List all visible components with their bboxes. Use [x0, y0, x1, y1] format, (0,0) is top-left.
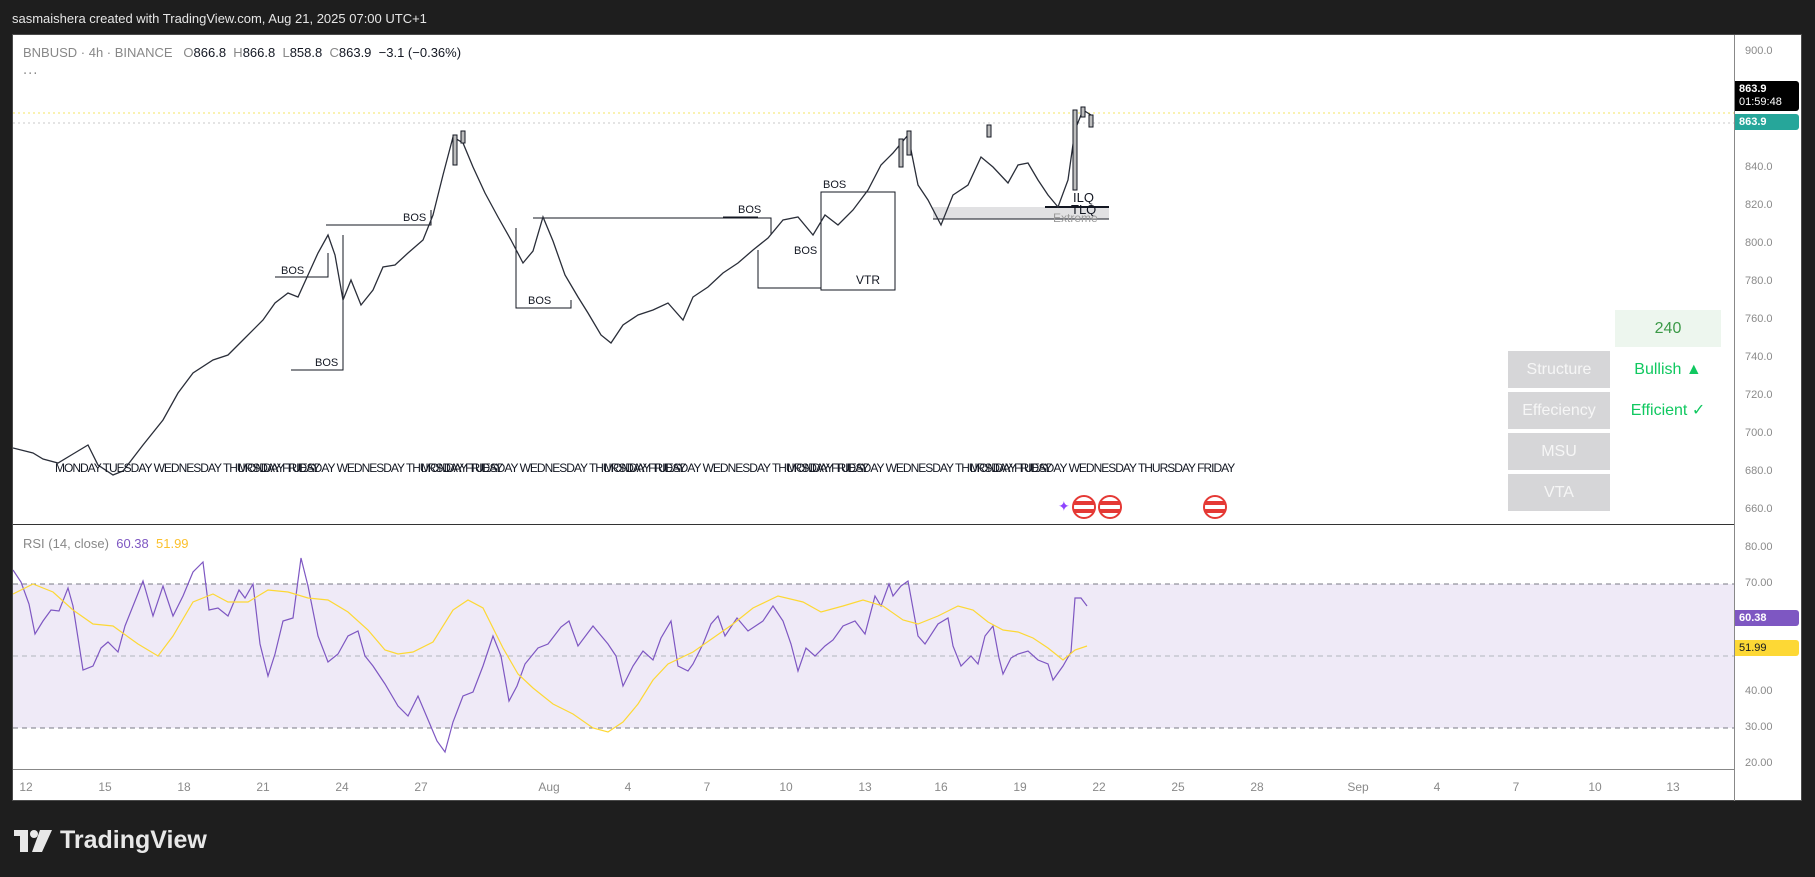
msu-label: MSU [1508, 433, 1610, 470]
tradingview-logo-icon [14, 829, 52, 852]
bos-label: BOS [794, 245, 818, 257]
structure-label: Structure [1508, 351, 1610, 388]
rsi-title[interactable]: RSI (14, close) [23, 536, 109, 551]
price-tick: 780.0 [1745, 275, 1773, 287]
price-tick: 840.0 [1745, 161, 1773, 173]
time-tick: 19 [1013, 780, 1027, 794]
rsi-tick: 30.00 [1745, 721, 1773, 733]
bos-label: BOS [281, 265, 305, 277]
us-flag-icon[interactable] [1071, 495, 1096, 519]
time-tick: 13 [1666, 780, 1680, 794]
tlq-label: TLQ [1071, 202, 1097, 217]
rsi-value: 60.38 [116, 536, 149, 551]
price-tick: 700.0 [1745, 427, 1773, 439]
attribution-text: sasmaishera created with TradingView.com… [12, 11, 427, 26]
time-tick: 27 [414, 780, 428, 794]
weekday-labels: MONDAY TUESDAY WEDNESDAY THURSDAY FRIDAY [970, 461, 1235, 475]
extreme-label: Extreme [1053, 211, 1098, 225]
us-flag-icon[interactable] [1203, 495, 1227, 519]
close-value: 863.9 [338, 45, 372, 60]
rsi-pane[interactable]: RSI (14, close) 60.38 51.99 [13, 526, 1734, 770]
rsi-chart [13, 557, 1734, 754]
ilq-label: ILQ [1073, 190, 1094, 205]
time-tick: 22 [1092, 780, 1106, 794]
weekday-labels: MONDAY TUESDAY WEDNESDAY THURSDAY FRIDAY [787, 461, 1052, 475]
time-tick: 21 [256, 780, 270, 794]
time-tick: 4 [624, 780, 632, 794]
high-value: 866.8 [242, 45, 276, 60]
time-tick: 18 [177, 780, 191, 794]
vtr-label: VTR [856, 273, 880, 287]
rsi-ma-value: 51.99 [156, 536, 189, 551]
rsi-value-badge: 60.38 [1735, 610, 1799, 626]
low-value: 858.8 [289, 45, 323, 60]
time-tick: 10 [1588, 780, 1602, 794]
time-tick: 15 [98, 780, 112, 794]
open-value: 866.8 [193, 45, 227, 60]
structure-value: Bullish ▲ [1634, 361, 1702, 378]
time-tick: Sep [1347, 780, 1369, 794]
attribution-bar: sasmaishera created with TradingView.com… [0, 0, 1815, 34]
more-indicators-button[interactable]: ... [23, 63, 39, 78]
axis-corner [1734, 770, 1802, 801]
event-icons [1203, 495, 1227, 523]
price-tick: 800.0 [1745, 237, 1773, 249]
price-pane[interactable]: BOS BOS BOS BOS BOS BOS BOS VTR ILQ TLQ … [13, 35, 1734, 525]
weekday-labels: MONDAY TUESDAY WEDNESDAY THURSDAY FRIDAY [421, 461, 686, 475]
symbol-legend[interactable]: BNBUSD · 4h · BINANCE O866.8 H866.8 L858… [23, 45, 462, 60]
price-tick: 680.0 [1745, 465, 1773, 477]
efficiency-label: Effeciency [1508, 392, 1610, 429]
rsi-legend[interactable]: RSI (14, close) 60.38 51.99 [23, 536, 189, 551]
rsi-tick: 20.00 [1745, 757, 1773, 769]
change-value: −3.1 (−0.36%) [378, 45, 462, 60]
price-tick: 740.0 [1745, 351, 1773, 363]
price-axis[interactable]: 900.0 840.0 820.0 800.0 780.0 760.0 740.… [1734, 35, 1802, 770]
time-tick: 16 [934, 780, 948, 794]
rsi-tick: 40.00 [1745, 685, 1773, 697]
time-tick: 25 [1171, 780, 1185, 794]
ai-sparkle-icon[interactable]: ✦ [1058, 499, 1070, 515]
bos-label: BOS [403, 212, 427, 224]
time-tick: 7 [1512, 780, 1520, 794]
bos-label: BOS [823, 179, 847, 191]
bos-label: BOS [315, 357, 339, 369]
weekday-labels: MONDAY TUESDAY WEDNESDAY THURSDAY FRIDAY [238, 461, 503, 475]
time-axis[interactable]: 12 15 18 21 24 27 Aug 4 7 10 13 16 19 22… [13, 770, 1734, 801]
event-icons: ✦ [1058, 495, 1122, 519]
price-tick: 720.0 [1745, 389, 1773, 401]
candlestick-chart [13, 106, 1734, 476]
time-tick: 28 [1250, 780, 1264, 794]
bos-label: BOS [528, 295, 552, 307]
price-tick: 900.0 [1745, 45, 1773, 57]
last-price-countdown-badge: 863.9 01:59:48 [1735, 81, 1799, 111]
price-tick: 820.0 [1745, 199, 1773, 211]
time-tick: 13 [858, 780, 872, 794]
time-tick: 10 [779, 780, 793, 794]
tradingview-logo-text: TradingView [60, 826, 207, 854]
time-tick: Aug [538, 780, 560, 794]
symbol-title[interactable]: BNBUSD · 4h · BINANCE [23, 45, 173, 60]
bos-label: BOS [738, 204, 762, 216]
bar-countdown: 01:59:48 [1739, 96, 1782, 108]
rsi-ma-badge: 51.99 [1735, 640, 1799, 656]
candle-group [452, 106, 1094, 191]
last-price-badge: 863.9 [1735, 114, 1799, 130]
weekday-labels: MONDAY TUESDAY WEDNESDAY THURSDAY FRIDAY [604, 461, 869, 475]
weekday-labels: MONDAY TUESDAY WEDNESDAY THURSDAY FRIDAY [55, 461, 320, 475]
tradingview-logo: TradingView [14, 826, 207, 855]
us-flag-icon[interactable] [1097, 495, 1122, 519]
time-tick: 4 [1433, 780, 1441, 794]
vta-label: VTA [1508, 474, 1610, 511]
rsi-tick: 80.00 [1745, 541, 1773, 553]
timeframe-cell: 240 [1615, 310, 1721, 347]
chart-frame: BOS BOS BOS BOS BOS BOS BOS VTR ILQ TLQ … [12, 34, 1802, 801]
last-price-value: 863.9 [1739, 83, 1767, 95]
price-tick: 660.0 [1745, 503, 1773, 515]
rsi-tick: 70.00 [1745, 577, 1773, 589]
efficiency-value: Efficient ✓ [1630, 402, 1706, 419]
time-tick: 24 [335, 780, 349, 794]
price-tick: 760.0 [1745, 313, 1773, 325]
time-tick: 7 [703, 780, 711, 794]
time-tick: 12 [19, 780, 33, 794]
